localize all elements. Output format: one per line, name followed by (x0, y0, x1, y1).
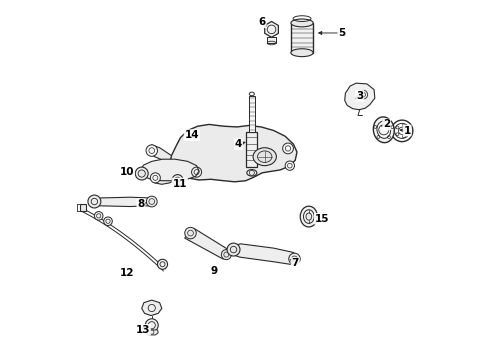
Text: 11: 11 (172, 179, 187, 189)
Ellipse shape (300, 206, 318, 227)
Polygon shape (265, 22, 278, 37)
Circle shape (150, 173, 160, 183)
Text: 5: 5 (338, 28, 345, 38)
Circle shape (227, 243, 240, 256)
Circle shape (147, 196, 157, 207)
Text: 12: 12 (120, 267, 135, 278)
Polygon shape (152, 168, 176, 184)
Ellipse shape (291, 19, 313, 27)
Circle shape (146, 145, 157, 156)
Circle shape (135, 167, 148, 180)
Polygon shape (94, 197, 153, 207)
Text: 10: 10 (120, 167, 134, 177)
Text: 8: 8 (137, 199, 145, 210)
Polygon shape (231, 244, 298, 265)
Text: 13: 13 (136, 325, 150, 335)
Polygon shape (142, 300, 162, 316)
Text: 7: 7 (292, 258, 299, 268)
Text: 14: 14 (185, 130, 199, 140)
Ellipse shape (373, 117, 394, 143)
Circle shape (88, 195, 101, 208)
Bar (246, 132, 257, 167)
Polygon shape (139, 159, 199, 181)
Ellipse shape (253, 148, 276, 166)
Bar (267, 37, 276, 43)
Text: 9: 9 (211, 266, 218, 276)
Circle shape (146, 319, 158, 332)
Circle shape (289, 253, 300, 265)
Text: 1: 1 (403, 126, 411, 135)
Circle shape (285, 161, 294, 170)
Text: 6: 6 (259, 17, 266, 27)
Circle shape (104, 217, 112, 226)
Circle shape (221, 249, 231, 260)
Circle shape (185, 227, 196, 239)
Circle shape (172, 175, 183, 185)
Polygon shape (185, 228, 230, 259)
Polygon shape (80, 204, 86, 211)
Text: 3: 3 (356, 91, 364, 101)
Ellipse shape (291, 49, 313, 57)
Ellipse shape (306, 213, 312, 220)
Text: 4: 4 (235, 139, 242, 149)
Text: 2: 2 (383, 120, 390, 129)
Polygon shape (170, 125, 297, 182)
Polygon shape (147, 145, 172, 162)
Bar (249, 96, 255, 132)
Circle shape (157, 259, 168, 269)
Polygon shape (344, 83, 375, 110)
Circle shape (95, 212, 103, 220)
Bar (291, 23, 313, 53)
Text: 15: 15 (315, 214, 329, 224)
Polygon shape (146, 330, 158, 335)
Circle shape (283, 143, 294, 154)
